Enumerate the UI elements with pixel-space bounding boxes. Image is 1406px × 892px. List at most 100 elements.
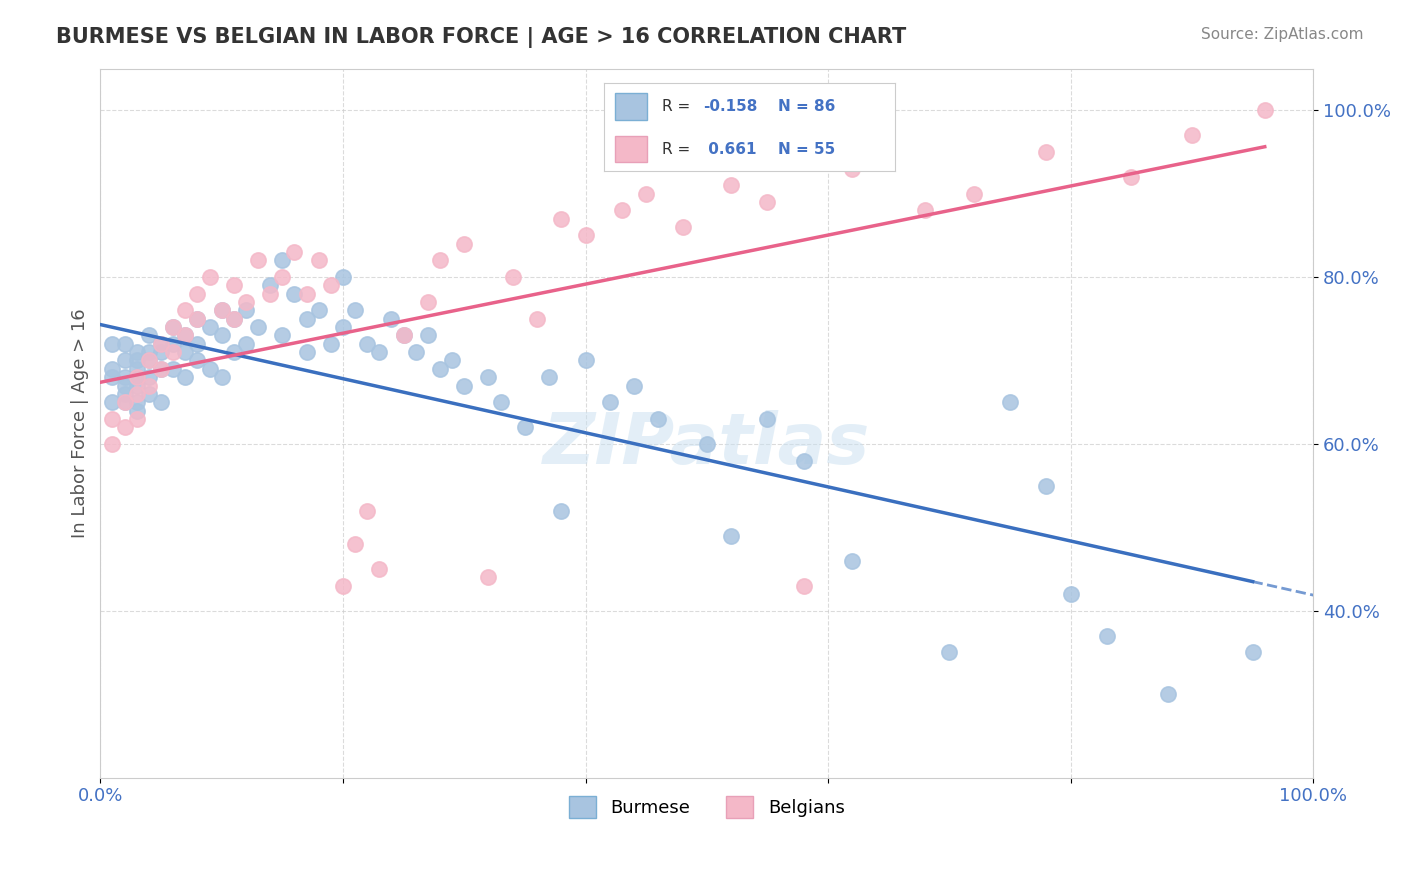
Point bbox=[793, 579, 815, 593]
Point bbox=[271, 253, 294, 268]
Point bbox=[841, 554, 863, 568]
Point bbox=[502, 270, 524, 285]
Point bbox=[162, 361, 184, 376]
Point bbox=[392, 328, 415, 343]
Point bbox=[125, 370, 148, 384]
Point bbox=[623, 378, 645, 392]
Point bbox=[963, 186, 986, 201]
Point bbox=[392, 328, 415, 343]
Point bbox=[101, 437, 124, 451]
Point bbox=[550, 211, 572, 226]
Point bbox=[489, 395, 512, 409]
Point bbox=[114, 336, 136, 351]
Text: BURMESE VS BELGIAN IN LABOR FORCE | AGE > 16 CORRELATION CHART: BURMESE VS BELGIAN IN LABOR FORCE | AGE … bbox=[56, 27, 907, 48]
Point bbox=[222, 311, 245, 326]
Point bbox=[174, 303, 197, 318]
Point bbox=[186, 286, 208, 301]
Point bbox=[150, 361, 173, 376]
Point bbox=[174, 328, 197, 343]
Point bbox=[647, 412, 669, 426]
Point bbox=[259, 278, 281, 293]
Point bbox=[271, 270, 294, 285]
Point bbox=[526, 311, 548, 326]
Point bbox=[138, 345, 160, 359]
Point bbox=[636, 186, 658, 201]
Point bbox=[453, 236, 475, 251]
Point bbox=[1121, 169, 1143, 184]
Point bbox=[150, 395, 173, 409]
Point bbox=[332, 270, 354, 285]
Point bbox=[174, 370, 197, 384]
Point bbox=[114, 378, 136, 392]
Point bbox=[138, 370, 160, 384]
Point bbox=[368, 562, 391, 576]
Point bbox=[720, 178, 742, 193]
Point bbox=[429, 361, 451, 376]
Point bbox=[1241, 645, 1264, 659]
Point bbox=[574, 353, 596, 368]
Point bbox=[114, 420, 136, 434]
Point bbox=[1095, 629, 1118, 643]
Point bbox=[453, 378, 475, 392]
Text: ZIPatlas: ZIPatlas bbox=[543, 409, 870, 479]
Point bbox=[235, 336, 257, 351]
Point bbox=[125, 345, 148, 359]
Legend: Burmese, Belgians: Burmese, Belgians bbox=[561, 789, 852, 825]
Point bbox=[441, 353, 464, 368]
Point bbox=[283, 286, 305, 301]
Point bbox=[222, 278, 245, 293]
Point bbox=[186, 336, 208, 351]
Point bbox=[114, 387, 136, 401]
Point bbox=[174, 328, 197, 343]
Point bbox=[211, 370, 233, 384]
Point bbox=[295, 311, 318, 326]
Y-axis label: In Labor Force | Age > 16: In Labor Force | Age > 16 bbox=[72, 309, 89, 538]
Point bbox=[671, 219, 693, 234]
Point bbox=[308, 303, 330, 318]
Point bbox=[235, 295, 257, 310]
Point bbox=[1157, 687, 1180, 701]
Point bbox=[1060, 587, 1083, 601]
Point bbox=[429, 253, 451, 268]
Point bbox=[174, 345, 197, 359]
Point bbox=[101, 336, 124, 351]
Point bbox=[150, 361, 173, 376]
Point bbox=[356, 336, 378, 351]
Point bbox=[138, 387, 160, 401]
Point bbox=[914, 203, 936, 218]
Point bbox=[720, 529, 742, 543]
Point bbox=[162, 345, 184, 359]
Point bbox=[186, 311, 208, 326]
Point bbox=[150, 336, 173, 351]
Point bbox=[235, 303, 257, 318]
Point bbox=[125, 387, 148, 401]
Point bbox=[416, 295, 439, 310]
Point bbox=[756, 412, 779, 426]
Point bbox=[138, 353, 160, 368]
Point bbox=[247, 320, 270, 334]
Point bbox=[1035, 145, 1057, 159]
Point bbox=[138, 328, 160, 343]
Point bbox=[211, 303, 233, 318]
Point bbox=[599, 395, 621, 409]
Point bbox=[938, 645, 960, 659]
Point bbox=[295, 286, 318, 301]
Point bbox=[162, 336, 184, 351]
Point bbox=[283, 245, 305, 260]
Point bbox=[756, 194, 779, 209]
Point bbox=[101, 412, 124, 426]
Point bbox=[319, 336, 342, 351]
Point bbox=[125, 403, 148, 417]
Point bbox=[247, 253, 270, 268]
Point bbox=[332, 579, 354, 593]
Point bbox=[574, 228, 596, 243]
Point bbox=[138, 353, 160, 368]
Point bbox=[138, 378, 160, 392]
Point bbox=[101, 395, 124, 409]
Point bbox=[513, 420, 536, 434]
Point bbox=[150, 345, 173, 359]
Point bbox=[538, 370, 561, 384]
Point bbox=[125, 361, 148, 376]
Point bbox=[211, 328, 233, 343]
Point bbox=[368, 345, 391, 359]
